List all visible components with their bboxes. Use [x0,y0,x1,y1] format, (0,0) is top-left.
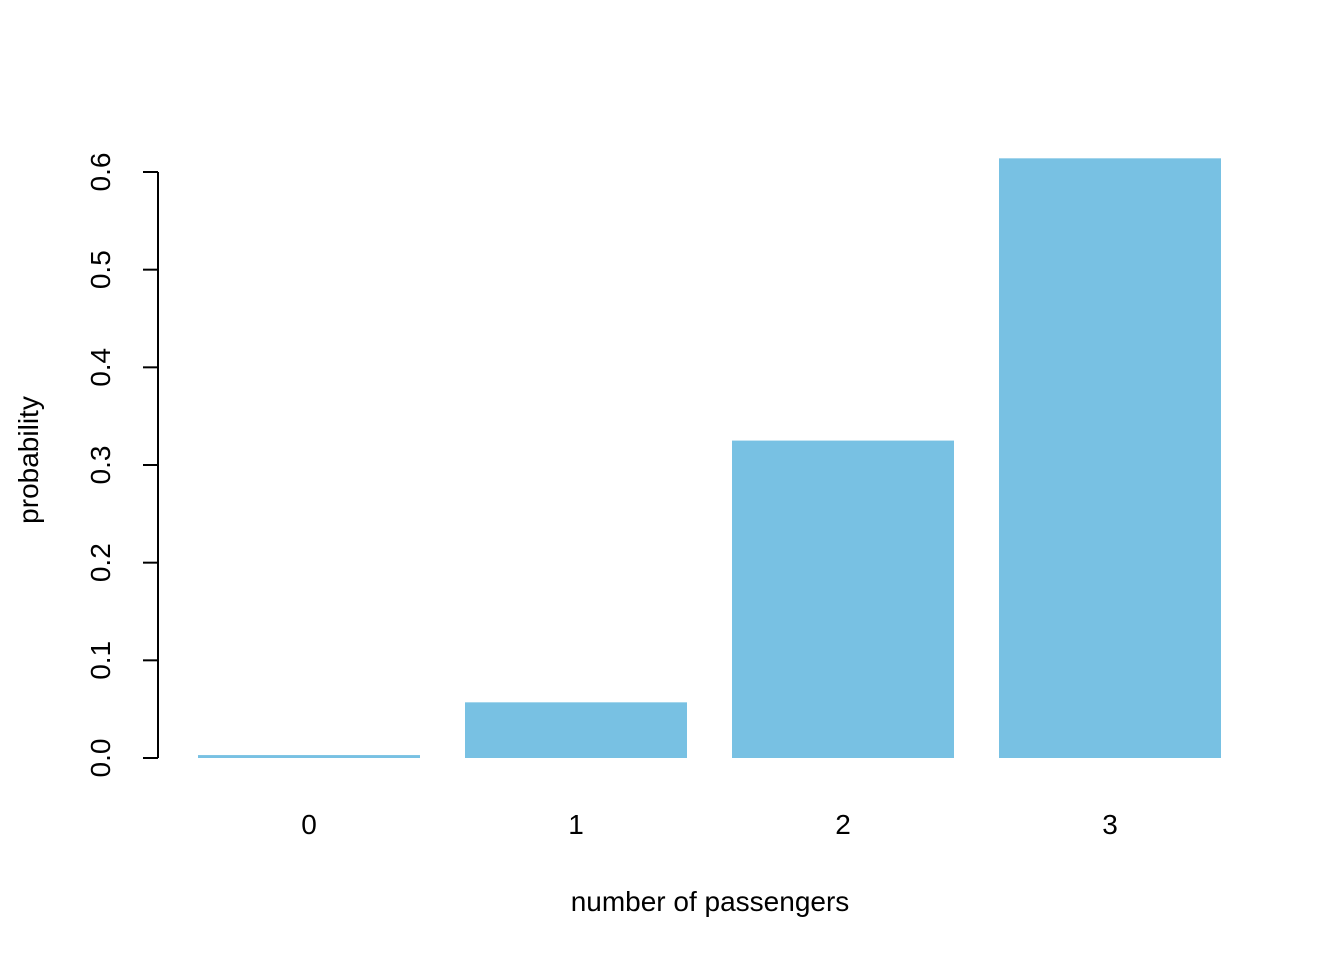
y-axis-label: probability [13,396,44,524]
y-tick-label-0.0: 0.0 [85,739,116,778]
x-axis-label: number of passengers [571,886,850,917]
y-tick-label-0.2: 0.2 [85,543,116,582]
category-label-2: 2 [835,809,851,840]
bar-0 [198,755,420,758]
category-labels-group: 0 1 2 3 [301,809,1118,840]
y-tick-label-0.4: 0.4 [85,348,116,387]
category-label-3: 3 [1102,809,1118,840]
bar-2 [732,440,954,758]
bar-3 [999,158,1221,758]
y-tick-label-0.3: 0.3 [85,446,116,485]
y-tick-label-0.1: 0.1 [85,641,116,680]
bar-1 [465,702,687,758]
category-label-1: 1 [568,809,584,840]
category-label-0: 0 [301,809,317,840]
y-ticks-group: 0.0 0.1 0.2 0.3 0.4 0.5 0.6 [85,153,158,778]
y-tick-label-0.6: 0.6 [85,153,116,192]
bars-group [198,158,1221,758]
y-tick-label-0.5: 0.5 [85,250,116,289]
